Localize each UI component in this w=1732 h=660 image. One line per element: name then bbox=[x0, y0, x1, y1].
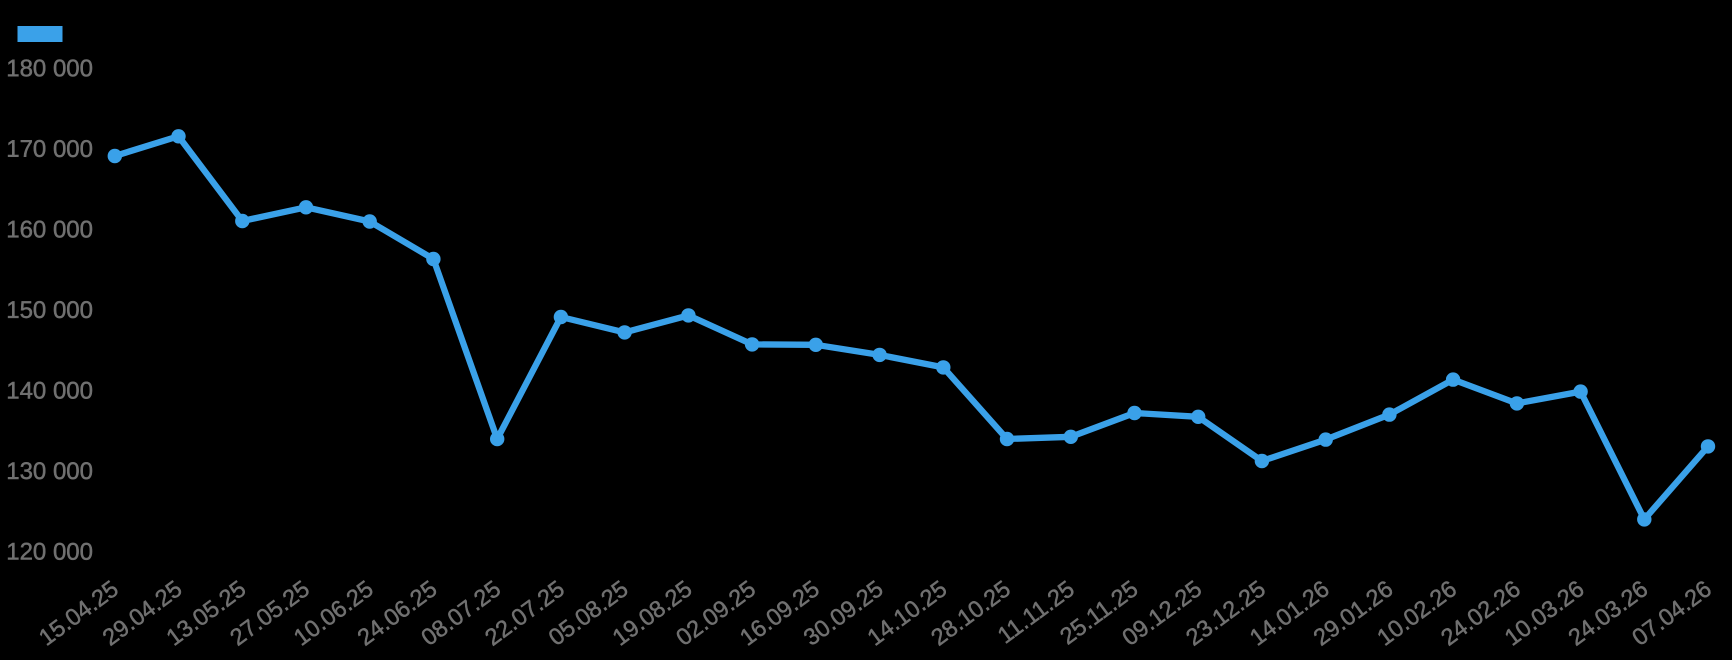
svg-text:160 000: 160 000 bbox=[6, 216, 93, 243]
svg-text:130 000: 130 000 bbox=[6, 458, 93, 485]
svg-text:150 000: 150 000 bbox=[6, 297, 93, 324]
svg-text:170 000: 170 000 bbox=[6, 136, 93, 163]
svg-text:140 000: 140 000 bbox=[6, 377, 93, 404]
svg-text:180 000: 180 000 bbox=[6, 55, 93, 82]
svg-text:120 000: 120 000 bbox=[6, 539, 93, 566]
